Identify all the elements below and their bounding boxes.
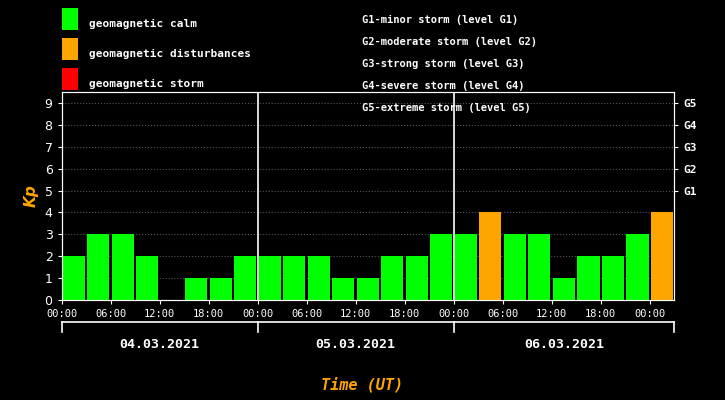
Text: 06.03.2021: 06.03.2021 xyxy=(524,338,604,350)
Bar xyxy=(455,234,477,300)
Bar xyxy=(479,212,502,300)
Bar xyxy=(308,256,330,300)
Bar xyxy=(529,234,550,300)
Bar xyxy=(234,256,257,300)
Bar xyxy=(186,278,207,300)
Bar xyxy=(577,256,600,300)
Text: G2-moderate storm (level G2): G2-moderate storm (level G2) xyxy=(362,37,537,47)
Text: geomagnetic calm: geomagnetic calm xyxy=(89,19,197,29)
Bar xyxy=(504,234,526,300)
Text: 04.03.2021: 04.03.2021 xyxy=(120,338,199,350)
Bar xyxy=(381,256,404,300)
Bar xyxy=(332,278,355,300)
Text: G4-severe storm (level G4): G4-severe storm (level G4) xyxy=(362,81,525,91)
Bar xyxy=(112,234,134,300)
Bar xyxy=(651,212,673,300)
Bar xyxy=(431,234,452,300)
Bar xyxy=(259,256,281,300)
Bar xyxy=(626,234,649,300)
Bar xyxy=(87,234,109,300)
Text: 05.03.2021: 05.03.2021 xyxy=(315,338,396,350)
Text: geomagnetic storm: geomagnetic storm xyxy=(89,79,204,89)
Bar xyxy=(63,256,85,300)
Y-axis label: Kp: Kp xyxy=(24,185,39,207)
Bar xyxy=(283,256,305,300)
Text: geomagnetic disturbances: geomagnetic disturbances xyxy=(89,49,251,59)
Text: G1-minor storm (level G1): G1-minor storm (level G1) xyxy=(362,15,519,25)
Bar xyxy=(210,278,232,300)
Text: G3-strong storm (level G3): G3-strong storm (level G3) xyxy=(362,59,525,69)
Text: G5-extreme storm (level G5): G5-extreme storm (level G5) xyxy=(362,103,531,113)
Bar xyxy=(357,278,379,300)
Text: Time (UT): Time (UT) xyxy=(321,376,404,392)
Bar xyxy=(553,278,575,300)
Bar xyxy=(136,256,159,300)
Bar xyxy=(406,256,428,300)
Bar xyxy=(602,256,624,300)
